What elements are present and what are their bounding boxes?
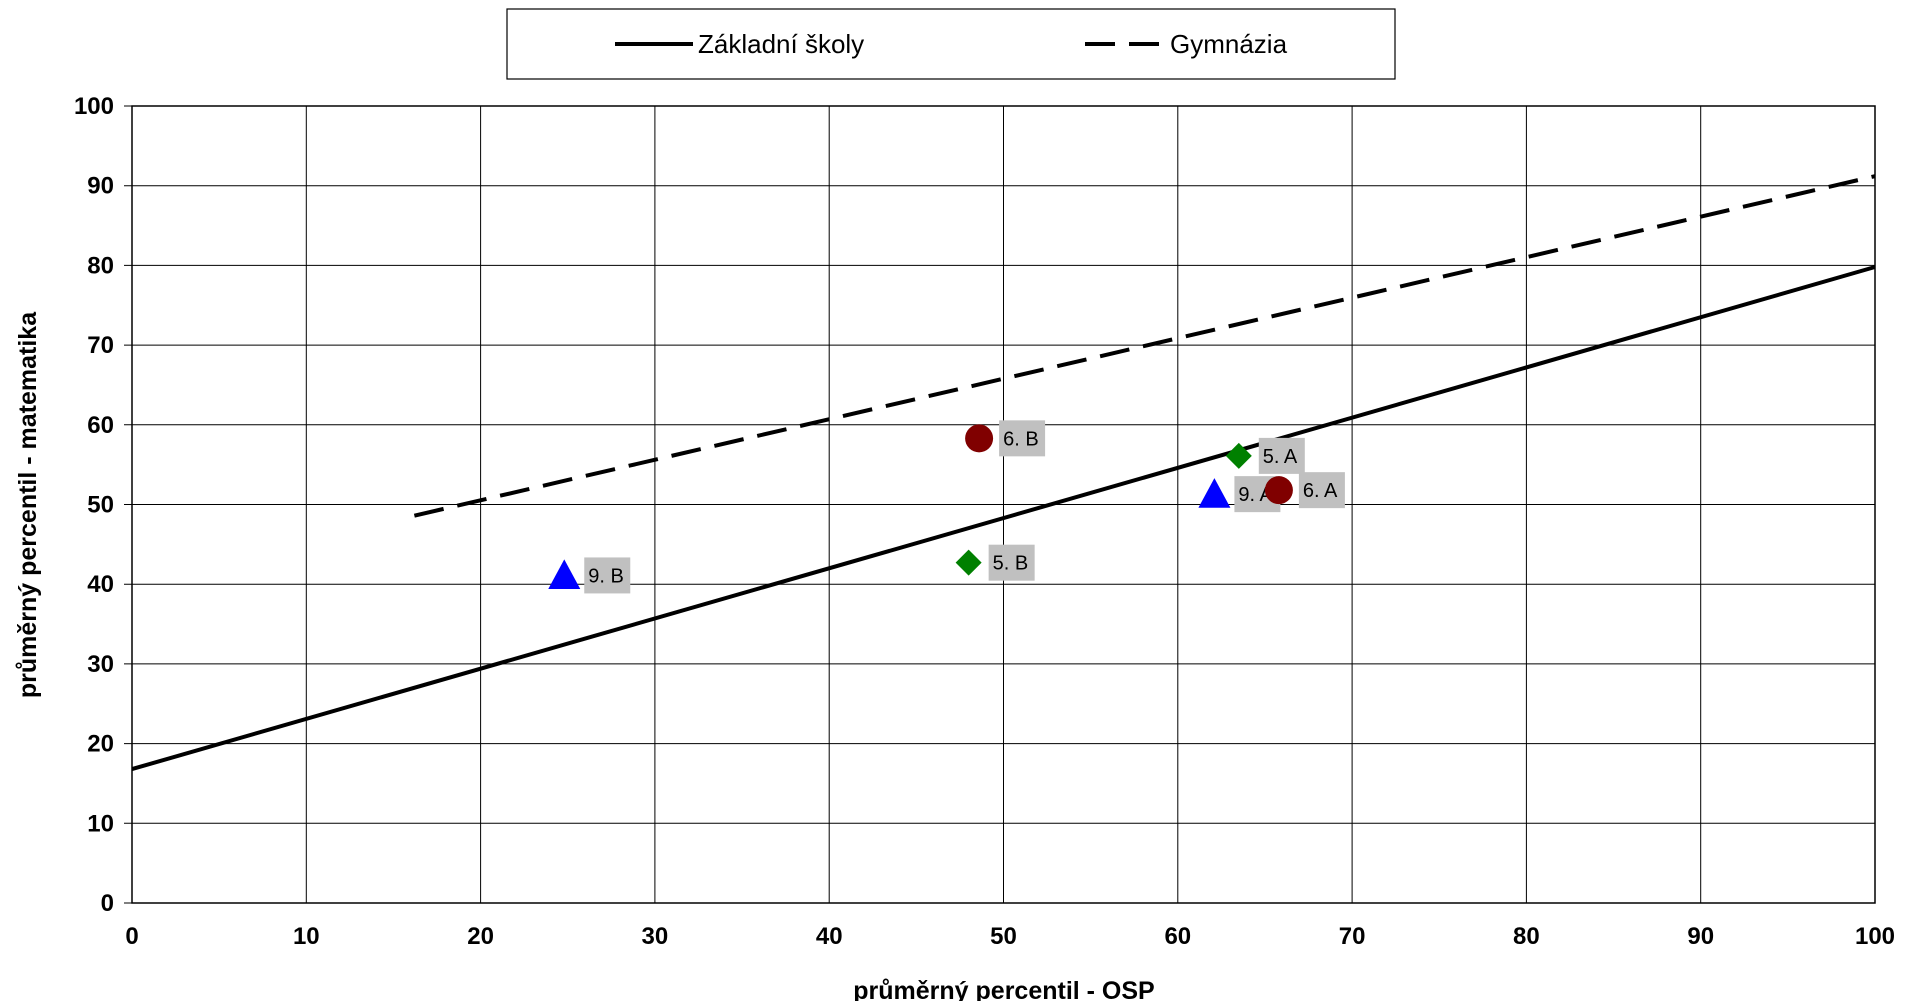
data-point-marker <box>965 424 994 453</box>
y-tick-label: 60 <box>87 412 114 439</box>
data-point-label-bg <box>999 420 1046 457</box>
x-tick-label: 30 <box>642 923 669 950</box>
data-point-label: 6. A <box>1303 480 1338 502</box>
data-point-marker <box>548 559 581 590</box>
tick-labels: 0 10 20 30 40 50 60 70 80 90 100 0 10 20 30 40 50 60 70 80 9… <box>74 93 1895 950</box>
y-tick-label: 0 <box>101 890 114 917</box>
x-axis-title: průměrný percentil - OSP <box>853 977 1154 1001</box>
data-point-label: 6. B <box>1003 428 1039 450</box>
x-tick-label: 60 <box>1164 923 1191 950</box>
zakladni-skoly-trend-line <box>131 265 1876 772</box>
y-tick-label: 80 <box>87 252 114 279</box>
legend-label-zakladni-skoly: Základní školy <box>698 29 864 59</box>
x-tick-label: 90 <box>1687 923 1714 950</box>
y-tick-label: 100 <box>74 93 114 120</box>
data-point-marker <box>1225 442 1252 469</box>
x-tick-label: 50 <box>990 923 1017 950</box>
data-point-marker <box>1198 478 1231 508</box>
x-tick-label: 80 <box>1513 923 1540 950</box>
x-tick-label: 100 <box>1855 923 1895 950</box>
y-tick-label: 50 <box>87 492 114 519</box>
x-tick-label: 20 <box>467 923 494 950</box>
y-tick-label: 20 <box>87 731 114 758</box>
x-tick-label: 10 <box>293 923 320 950</box>
y-tick-label: 10 <box>87 810 114 837</box>
y-tick-label: 30 <box>87 651 114 678</box>
plot-area <box>131 105 1876 904</box>
data-point-label: 9. B <box>588 565 624 587</box>
data-point-label: 5. A <box>1263 446 1298 468</box>
data-point-marker <box>1264 476 1293 505</box>
data-point-label-bg <box>584 557 631 594</box>
legend: Základní školy Gymnázia <box>506 8 1396 80</box>
x-tick-label: 40 <box>816 923 843 950</box>
data-point-label: 9. A <box>1238 484 1273 506</box>
legend-label-gymnazia: Gymnázia <box>1170 29 1288 59</box>
y-axis-title: průměrný percentil - matematika <box>14 311 42 698</box>
x-tick-label: 0 <box>125 923 138 950</box>
data-point-label-bg <box>1298 472 1345 509</box>
gridlines <box>124 105 1876 904</box>
data-point-label-bg <box>1258 437 1305 474</box>
trend-lines <box>131 174 1876 772</box>
data-point-marker <box>955 549 982 576</box>
gymnazia-trend-line <box>413 174 1876 518</box>
data-point-label: 5. B <box>993 553 1029 575</box>
y-tick-label: 40 <box>87 571 114 598</box>
x-tick-label: 70 <box>1339 923 1366 950</box>
data-points: 6. B 5. A 9. A 6. A 5. B 9. B <box>548 420 1345 594</box>
y-tick-label: 90 <box>87 173 114 200</box>
y-tick-label: 70 <box>87 332 114 359</box>
data-point-label-bg <box>988 544 1035 581</box>
